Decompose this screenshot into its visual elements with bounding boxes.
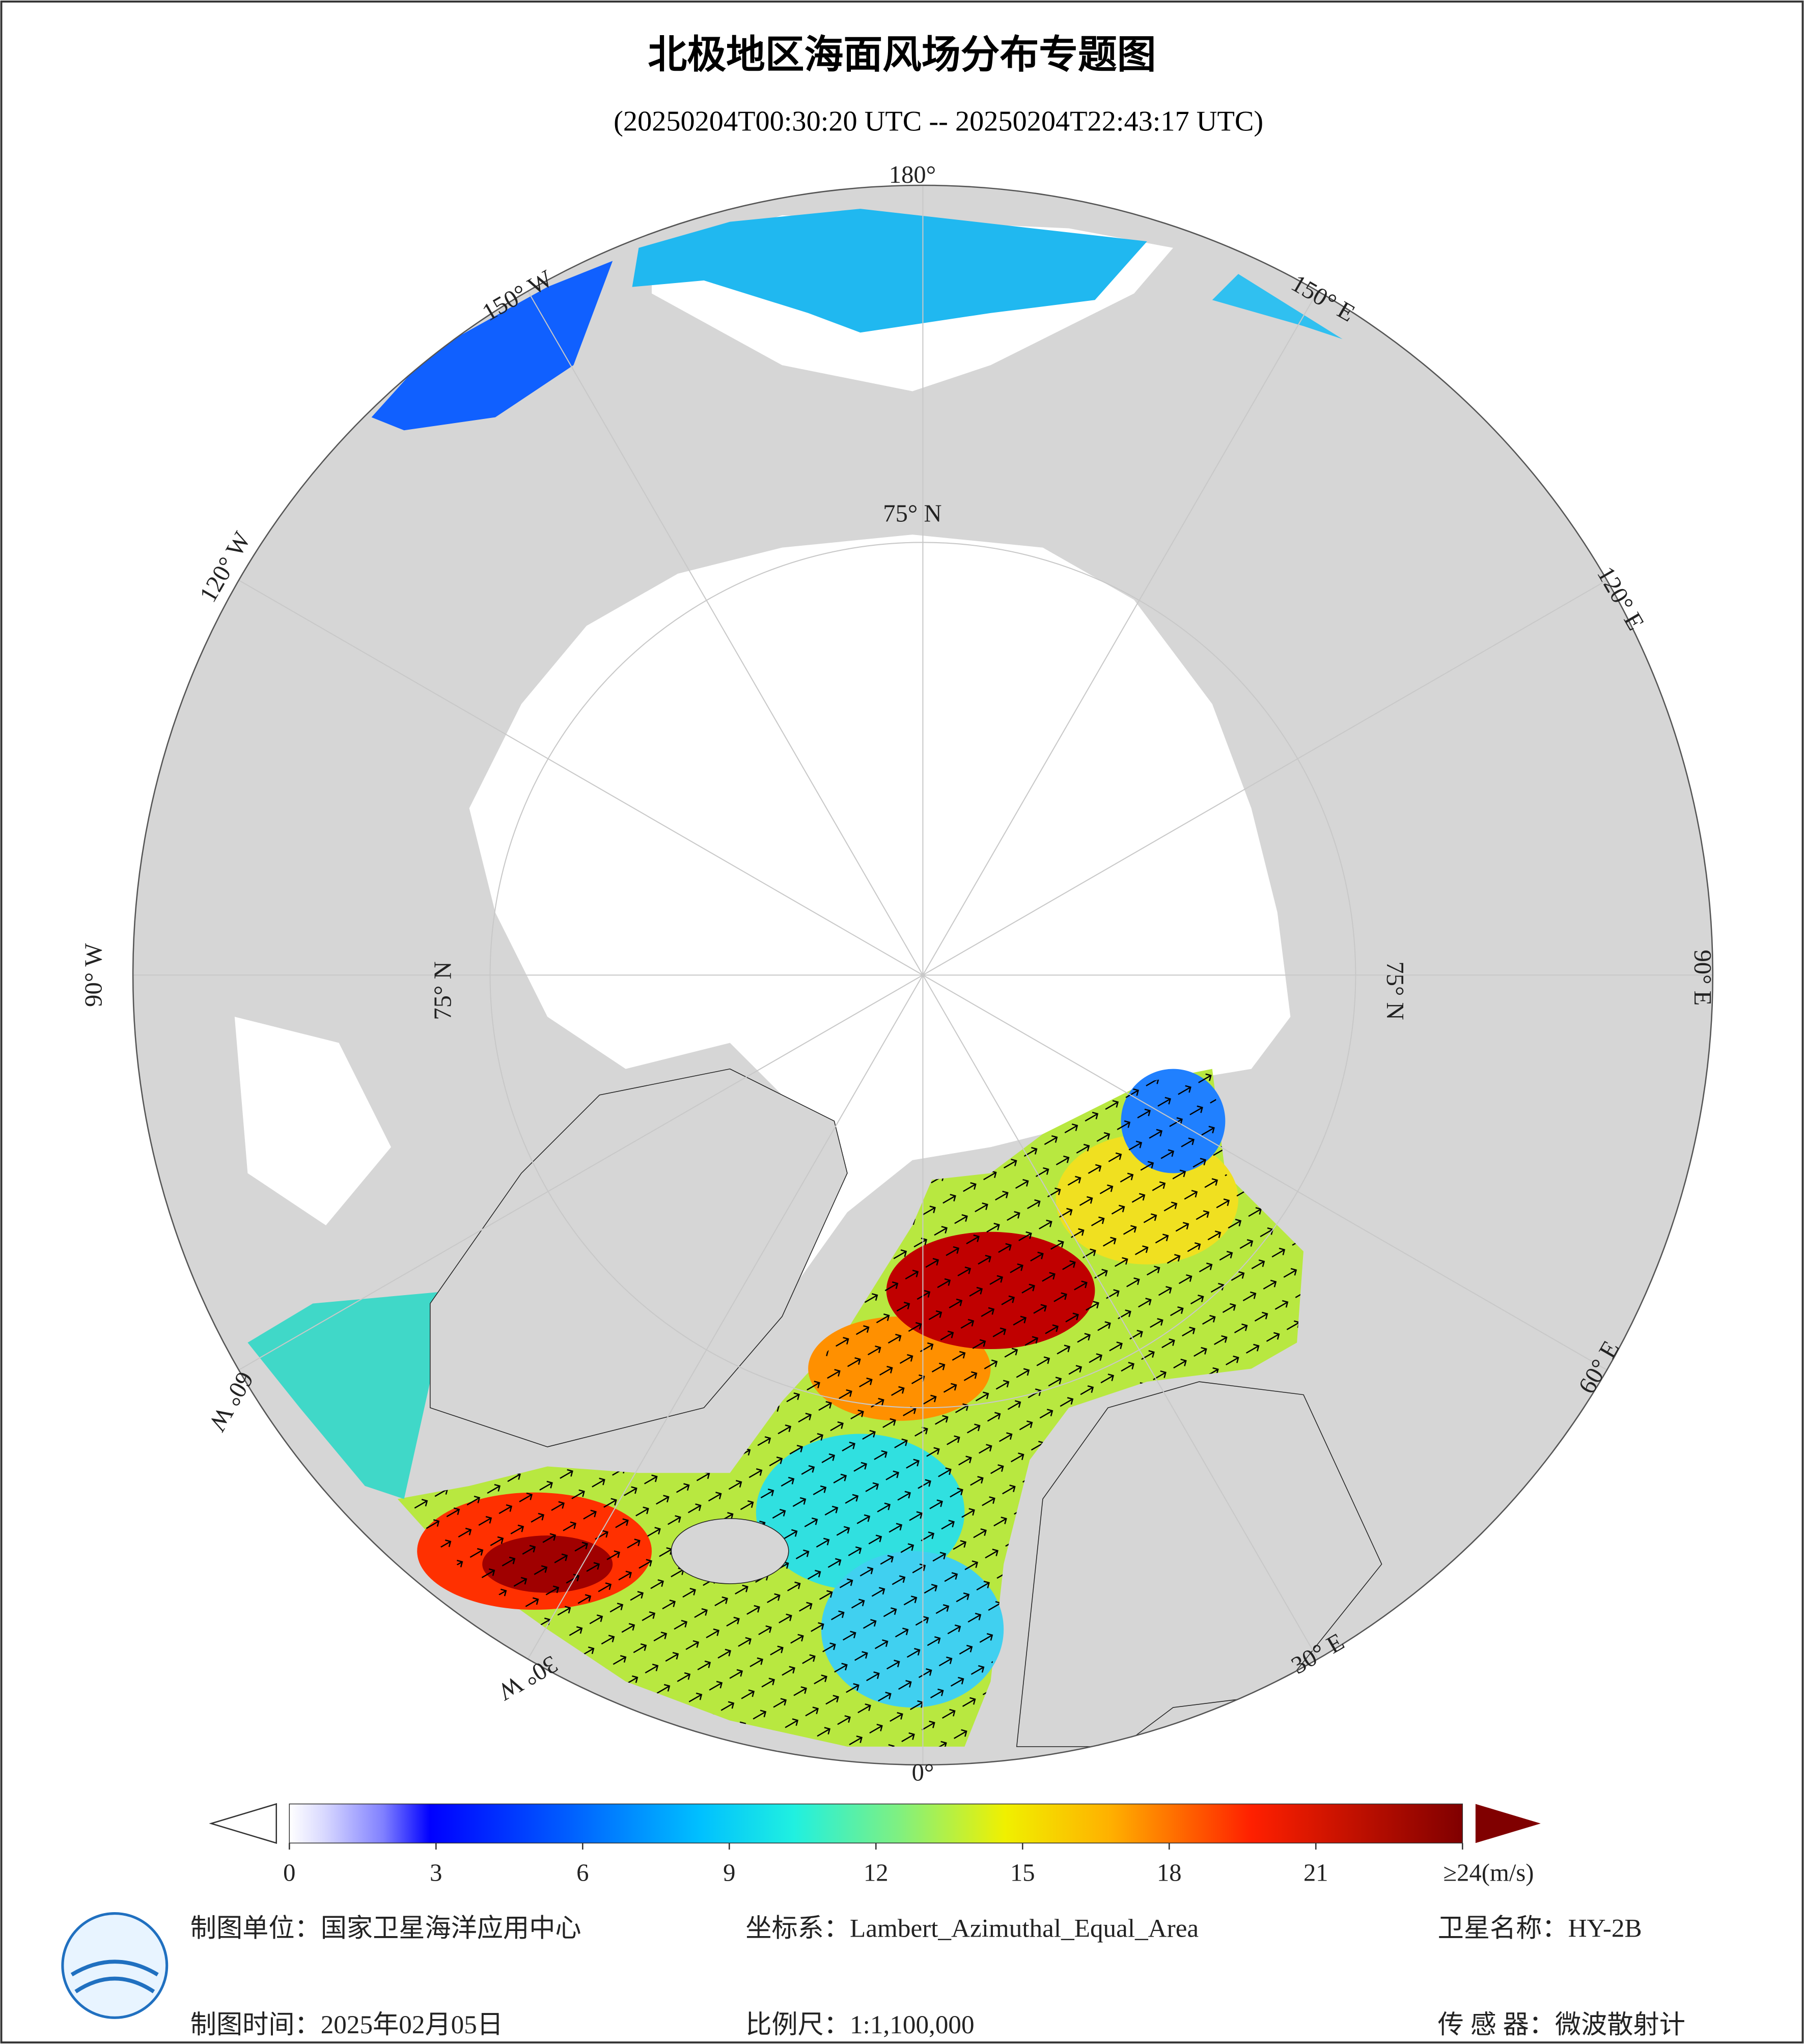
wind-arrows [397,1069,1303,1747]
greenland [430,1068,848,1447]
parallel-label: 75° N [1381,961,1409,1020]
parallel-label: 75° N [429,961,457,1020]
colorbar-tick-label: 3 [430,1859,442,1887]
colorbar-tick-label: ≥24(m/s) [1444,1859,1534,1887]
graticule [133,185,1713,1765]
wind-field [247,1290,456,1499]
map-border [132,184,1714,1766]
meridian-line [922,291,1319,975]
meridian-line [922,974,1607,1370]
colorbar-tick-label: 0 [283,1859,295,1887]
footer-text: 传 感 器：微波散射计 [1438,2010,1685,2039]
parallel-label: 75° N [883,499,941,527]
footer: 制图单位：国家卫星海洋应用中心 坐标系：Lambert_Azimuthal_Eq… [61,1912,1685,2039]
colorbar-max-arrow [1475,1804,1541,1843]
map [133,185,1713,1765]
meridian-label: 180° [889,161,936,188]
footer-text: 制图时间：2025年02月05日 [190,2010,503,2039]
scandinavia [1016,1381,1382,1747]
footer-text: 制图单位：国家卫星海洋应用中心 [190,1914,581,1943]
colorbar-tick-label: 15 [1010,1859,1035,1887]
colorbar-tick-label: 12 [864,1859,889,1887]
meridian-label: 0° [912,1758,934,1786]
meridian-line [238,974,923,1370]
footer-text: 卫星名称：HY-2B [1438,1914,1642,1943]
subtitle: (20250204T00:30:20 UTC -- 20250204T22:43… [614,105,1263,137]
colorbar-ramp [289,1803,1463,1844]
wind-field [1212,274,1343,340]
hudson-bay [234,1017,391,1225]
colorbar-tick-label: 21 [1303,1859,1328,1887]
arctic-ocean [469,535,1291,1369]
wind-field [371,261,613,431]
logo [61,1912,169,2019]
meridian-line [922,579,1607,976]
iceland [671,1518,789,1584]
colorbar-tick-label: 9 [723,1859,735,1887]
colorbar-tick-label: 6 [576,1859,589,1887]
colorbar-min-arrow [209,1803,277,1844]
meridian-line [238,579,923,976]
colorbar: 0 3 6 9 12 15 18 21 ≥24(m/s) [209,1803,1541,1887]
meridian-label: 90° E [1689,949,1716,1005]
wind-field [632,209,1147,333]
meridian-line [527,291,924,975]
footer-text: 坐标系：Lambert_Azimuthal_Equal_Area [745,1914,1199,1943]
meridian-label: 90° W [80,943,107,1007]
meridian-line [922,974,1319,1660]
colorbar-tick-label: 18 [1157,1859,1182,1887]
logo-waves [70,1959,159,1994]
footer-text: 比例尺：1:1,100,000 [745,2010,974,2039]
meridian-line [527,974,924,1660]
title: 北极地区海面风场分布专题图 [648,33,1156,78]
